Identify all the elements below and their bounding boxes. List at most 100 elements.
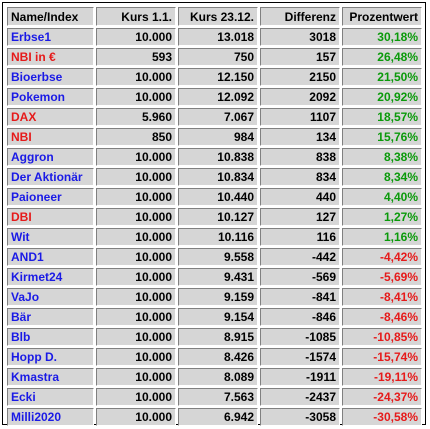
cell-kurs-end: 13.018 xyxy=(178,28,258,46)
table-row: Kmastra 10.000 8.089 -1911 -19,11% xyxy=(7,368,422,386)
header-differenz: Differenz xyxy=(260,7,340,26)
cell-differenz: 838 xyxy=(260,148,340,166)
cell-prozentwert: 1,27% xyxy=(342,208,422,226)
cell-name: NBI in € xyxy=(7,48,94,66)
cell-name: DBI xyxy=(7,208,94,226)
cell-kurs-end: 12.150 xyxy=(178,68,258,86)
cell-differenz: 127 xyxy=(260,208,340,226)
cell-kurs-start: 10.000 xyxy=(96,348,176,366)
cell-prozentwert: -4,42% xyxy=(342,248,422,266)
table-row: Wit 10.000 10.116 116 1,16% xyxy=(7,228,422,246)
cell-name: VaJo xyxy=(7,288,94,306)
cell-kurs-end: 8.089 xyxy=(178,368,258,386)
cell-name: Ecki xyxy=(7,388,94,406)
cell-differenz: -2437 xyxy=(260,388,340,406)
cell-differenz: 1107 xyxy=(260,108,340,126)
table-row: NBI in €593 750 157 26,48% xyxy=(7,48,422,66)
cell-name: Blb xyxy=(7,328,94,346)
cell-kurs-end: 8.426 xyxy=(178,348,258,366)
cell-differenz: 2150 xyxy=(260,68,340,86)
cell-prozentwert: -8,46% xyxy=(342,308,422,326)
cell-prozentwert: 30,18% xyxy=(342,28,422,46)
cell-differenz: 3018 xyxy=(260,28,340,46)
cell-kurs-start: 10.000 xyxy=(96,248,176,266)
cell-prozentwert: 1,16% xyxy=(342,228,422,246)
cell-prozentwert: 18,57% xyxy=(342,108,422,126)
header-name-index: Name/Index xyxy=(7,7,94,26)
cell-kurs-end: 9.154 xyxy=(178,308,258,326)
cell-kurs-start: 10.000 xyxy=(96,288,176,306)
cell-kurs-start: 10.000 xyxy=(96,268,176,286)
cell-kurs-start: 10.000 xyxy=(96,408,176,426)
cell-kurs-start: 10.000 xyxy=(96,208,176,226)
table-row: Bär 10.000 9.154 -846 -8,46% xyxy=(7,308,422,326)
table-row: Bioerbse 10.000 12.150 2150 21,50% xyxy=(7,68,422,86)
cell-kurs-start: 10.000 xyxy=(96,28,176,46)
cell-name: Kmastra xyxy=(7,368,94,386)
cell-kurs-end: 10.116 xyxy=(178,228,258,246)
cell-name: Bär xyxy=(7,308,94,326)
cell-differenz: -846 xyxy=(260,308,340,326)
cell-differenz: -3058 xyxy=(260,408,340,426)
table-row: Erbse1 10.000 13.018 3018 30,18% xyxy=(7,28,422,46)
cell-kurs-end: 12.092 xyxy=(178,88,258,106)
cell-kurs-end: 10.127 xyxy=(178,208,258,226)
table-row: DAX 5.960 7.067 1107 18,57% xyxy=(7,108,422,126)
cell-kurs-start: 10.000 xyxy=(96,148,176,166)
header-kurs-start: Kurs 1.1. xyxy=(96,7,176,26)
cell-prozentwert: 4,40% xyxy=(342,188,422,206)
ranking-table-frame: Name/Index Kurs 1.1. Kurs 23.12. Differe… xyxy=(2,2,426,428)
cell-kurs-end: 9.431 xyxy=(178,268,258,286)
table-row: VaJo 10.000 9.159 -841 -8,41% xyxy=(7,288,422,306)
cell-kurs-end: 8.915 xyxy=(178,328,258,346)
table-row: Der Aktionär 10.000 10.834 834 8,34% xyxy=(7,168,422,186)
table-row: Blb 10.000 8.915 -1085 -10,85% xyxy=(7,328,422,346)
cell-prozentwert: -8,41% xyxy=(342,288,422,306)
cell-name: Der Aktionär xyxy=(7,168,94,186)
cell-prozentwert: -30,58% xyxy=(342,408,422,426)
table-row: Milli2020 10.000 6.942 -3058 -30,58% xyxy=(7,408,422,426)
cell-name: Hopp D. xyxy=(7,348,94,366)
cell-name: Paioneer xyxy=(7,188,94,206)
table-row: AND1 10.000 9.558 -442 -4,42% xyxy=(7,248,422,266)
cell-differenz: -569 xyxy=(260,268,340,286)
cell-kurs-start: 10.000 xyxy=(96,168,176,186)
cell-kurs-start: 10.000 xyxy=(96,188,176,206)
cell-kurs-end: 750 xyxy=(178,48,258,66)
cell-differenz: 157 xyxy=(260,48,340,66)
cell-kurs-start: 850 xyxy=(96,128,176,146)
cell-differenz: -442 xyxy=(260,248,340,266)
cell-differenz: 834 xyxy=(260,168,340,186)
cell-name: AND1 xyxy=(7,248,94,266)
table-row: DBI 10.000 10.127 127 1,27% xyxy=(7,208,422,226)
cell-kurs-start: 593 xyxy=(96,48,176,66)
table-row: Paioneer 10.000 10.440 440 4,40% xyxy=(7,188,422,206)
cell-prozentwert: -24,37% xyxy=(342,388,422,406)
cell-prozentwert: -10,85% xyxy=(342,328,422,346)
table-body: Erbse1 10.000 13.018 3018 30,18% NBI in €593 7… xyxy=(7,28,422,426)
table-row: Hopp D. 10.000 8.426 -1574 -15,74% xyxy=(7,348,422,366)
cell-differenz: 440 xyxy=(260,188,340,206)
ranking-table: Name/Index Kurs 1.1. Kurs 23.12. Differe… xyxy=(5,5,424,428)
cell-name: DAX xyxy=(7,108,94,126)
cell-differenz: 134 xyxy=(260,128,340,146)
cell-kurs-start: 10.000 xyxy=(96,88,176,106)
cell-differenz: -1085 xyxy=(260,328,340,346)
cell-differenz: 2092 xyxy=(260,88,340,106)
cell-name: Wit xyxy=(7,228,94,246)
cell-kurs-start: 10.000 xyxy=(96,388,176,406)
cell-kurs-end: 6.942 xyxy=(178,408,258,426)
cell-kurs-end: 10.834 xyxy=(178,168,258,186)
cell-kurs-start: 10.000 xyxy=(96,328,176,346)
table-row: Ecki 10.000 7.563 -2437 -24,37% xyxy=(7,388,422,406)
cell-kurs-start: 10.000 xyxy=(96,228,176,246)
cell-kurs-start: 10.000 xyxy=(96,68,176,86)
cell-kurs-end: 7.067 xyxy=(178,108,258,126)
cell-kurs-end: 10.440 xyxy=(178,188,258,206)
cell-name: Bioerbse xyxy=(7,68,94,86)
cell-prozentwert: 21,50% xyxy=(342,68,422,86)
cell-name: Milli2020 xyxy=(7,408,94,426)
cell-kurs-end: 10.838 xyxy=(178,148,258,166)
cell-kurs-end: 984 xyxy=(178,128,258,146)
cell-kurs-start: 10.000 xyxy=(96,308,176,326)
